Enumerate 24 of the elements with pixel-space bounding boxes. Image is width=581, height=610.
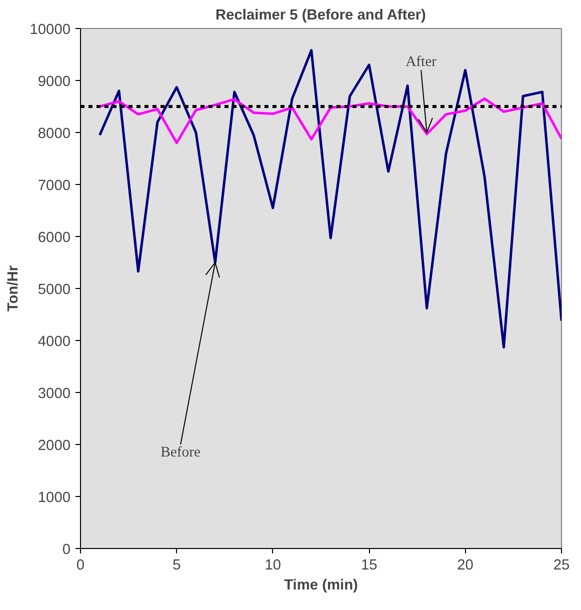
x-tick-label: 5 <box>172 558 181 574</box>
y-tick-label: 4000 <box>38 334 71 350</box>
y-tick-label: 9000 <box>38 74 71 90</box>
y-tick-label: 8000 <box>38 126 71 142</box>
x-axis-title: Time (min) <box>284 578 358 594</box>
x-tick-label: 15 <box>360 558 378 574</box>
y-axis-title: Ton/Hr <box>6 265 22 312</box>
y-tick-label: 5000 <box>38 282 71 298</box>
y-tick-label: 7000 <box>38 178 71 194</box>
line-series <box>98 49 562 349</box>
x-tick-label: 0 <box>76 558 85 574</box>
y-tick-label: 0 <box>62 542 71 558</box>
chart-title: Reclaimer 5 (Before and After) <box>216 8 426 24</box>
annotation: After <box>406 54 437 70</box>
y-tick-label: 10000 <box>30 22 71 38</box>
line-series <box>98 97 562 144</box>
annotation: Before <box>160 444 200 460</box>
y-tick-label: 3000 <box>38 386 71 402</box>
x-tick-label: 25 <box>553 558 570 574</box>
y-tick-label: 2000 <box>38 438 71 454</box>
y-tick-label: 6000 <box>38 230 71 246</box>
x-tick-label: 10 <box>264 558 282 574</box>
y-tick-label: 1000 <box>38 490 71 506</box>
x-tick-label: 20 <box>457 558 474 574</box>
